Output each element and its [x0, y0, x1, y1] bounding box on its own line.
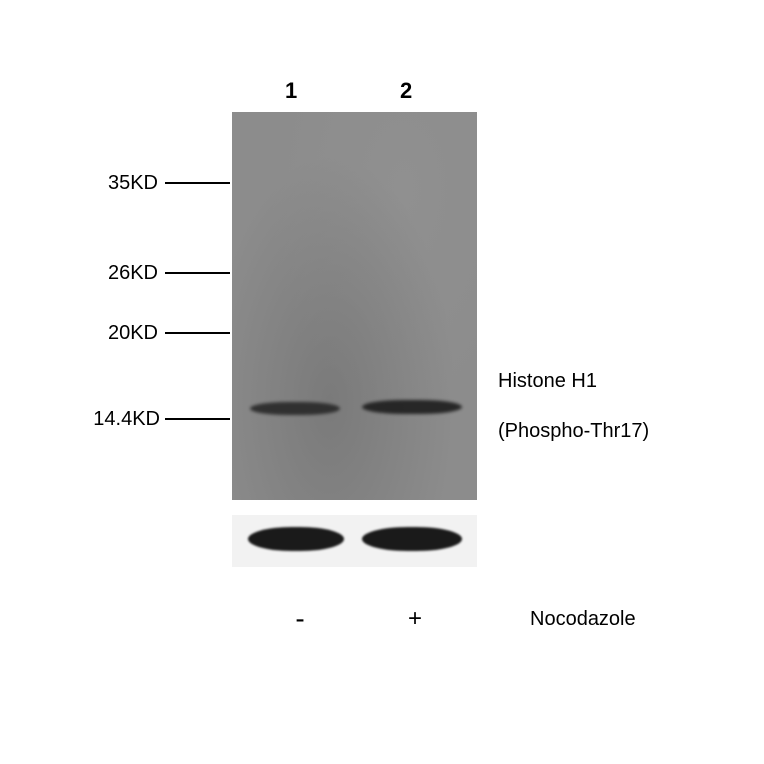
- marker-line-35kd: [165, 182, 230, 184]
- marker-label-20kd: 20KD: [68, 322, 158, 345]
- treatment-name-label: Nocodazole: [530, 608, 636, 631]
- marker-line-20kd: [165, 332, 230, 334]
- main-blot-panel: [232, 112, 477, 500]
- loading-band-lane2: [362, 527, 462, 551]
- band-lane2: [362, 400, 462, 414]
- marker-line-14kd: [165, 418, 230, 420]
- antibody-label-line1: Histone H1: [498, 370, 597, 393]
- treatment-plus: +: [405, 605, 425, 633]
- marker-label-35kd: 35KD: [68, 172, 158, 195]
- treatment-minus: -: [290, 603, 310, 635]
- marker-label-14kd: 14.4KD: [60, 408, 160, 431]
- loading-band-lane1: [248, 527, 344, 551]
- marker-line-26kd: [165, 272, 230, 274]
- lane-label-2: 2: [400, 78, 412, 104]
- lane-label-1: 1: [285, 78, 297, 104]
- marker-label-26kd: 26KD: [68, 262, 158, 285]
- band-lane1: [250, 402, 340, 415]
- antibody-label-line2: (Phospho-Thr17): [498, 420, 649, 443]
- western-blot-figure: 1 2 35KD 26KD 20KD 14.4KD Histone H1 (Ph…: [0, 0, 764, 764]
